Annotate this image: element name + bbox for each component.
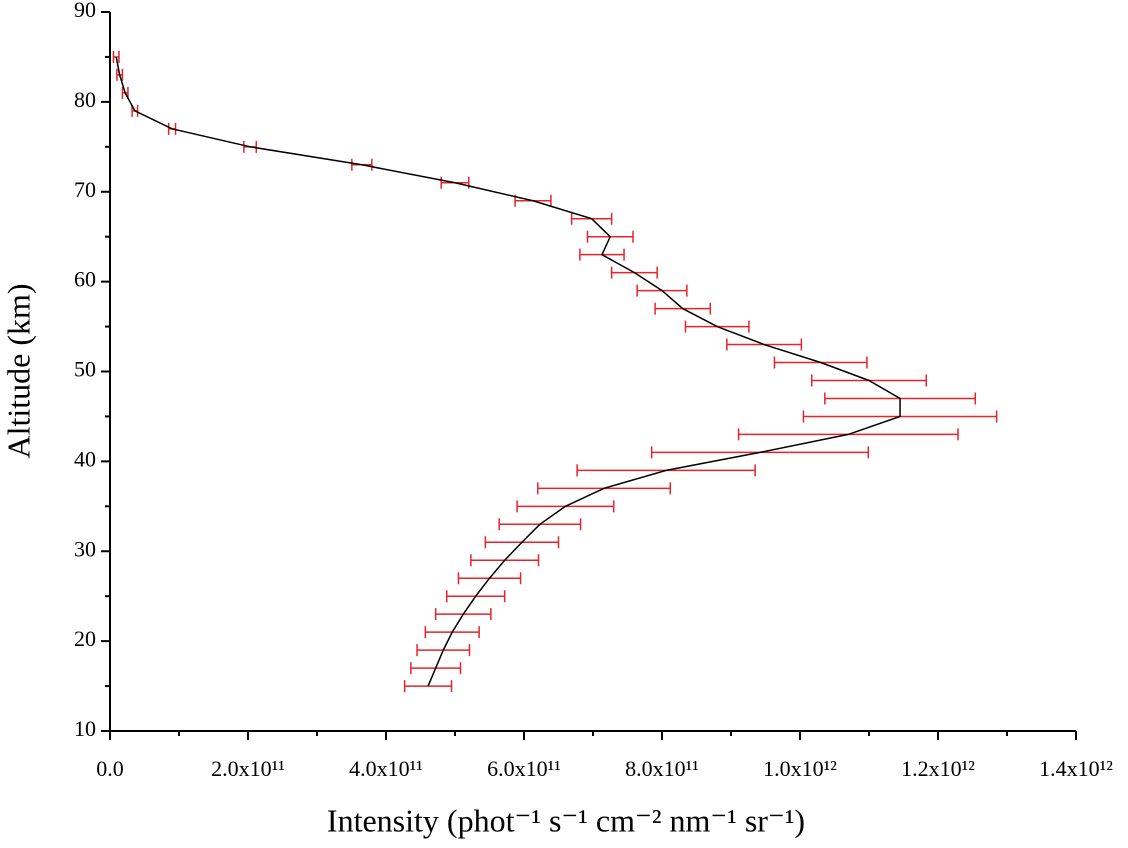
x-tick-label: 1.4x10¹²: [1039, 756, 1113, 781]
y-tick-label: 90: [74, 0, 96, 22]
y-tick-label: 70: [74, 177, 96, 202]
x-tick-label: 4.0x10¹¹: [349, 756, 423, 781]
x-tick-label: 8.0x10¹¹: [625, 756, 699, 781]
error-bar: [403, 680, 453, 693]
data-line: [115, 56, 901, 687]
x-tick-label: 6.0x10¹¹: [487, 756, 561, 781]
x-tick-label: 1.2x10¹²: [901, 756, 975, 781]
x-axis-label: Intensity (phot⁻¹ s⁻¹ cm⁻² nm⁻¹ sr⁻¹): [327, 802, 805, 838]
y-axis-label: Altitude (km): [0, 283, 36, 458]
y-tick-label: 50: [74, 357, 96, 382]
y-tick-label: 40: [74, 446, 96, 471]
y-tick-label: 30: [74, 536, 96, 561]
x-tick-label: 0.0: [96, 756, 124, 781]
y-tick-label: 80: [74, 87, 96, 112]
y-tick-label: 20: [74, 626, 96, 651]
x-tick-label: 1.0x10¹²: [763, 756, 837, 781]
x-tick-label: 2.0x10¹¹: [211, 756, 285, 781]
y-tick-label: 10: [74, 716, 96, 741]
y-tick-label: 60: [74, 267, 96, 292]
